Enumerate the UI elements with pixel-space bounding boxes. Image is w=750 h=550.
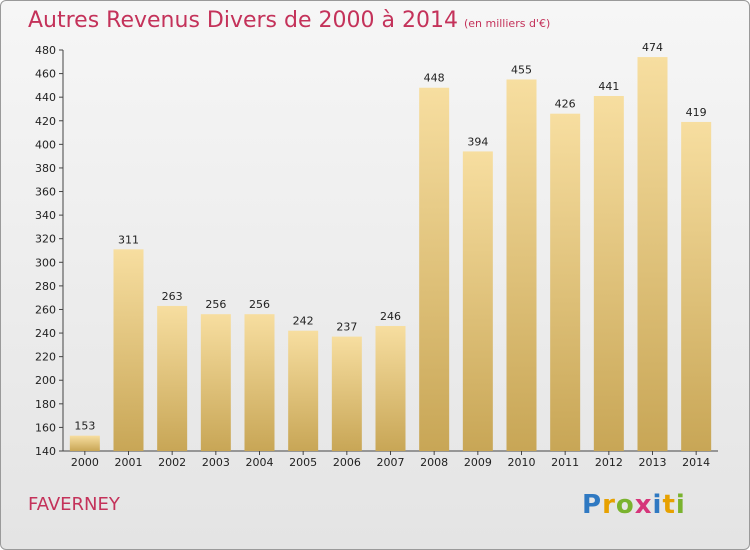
x-tick-label-2011: 2011 [551, 456, 579, 469]
y-tick-label: 440 [35, 91, 56, 104]
x-tick-label-2014: 2014 [682, 456, 710, 469]
proxiti-logo: Proxiti [582, 490, 686, 520]
bar-2003 [200, 314, 231, 451]
x-tick-label-2004: 2004 [246, 456, 274, 469]
x-tick-label-2000: 2000 [71, 456, 99, 469]
y-tick-label: 160 [35, 421, 56, 434]
chart-title: Autres Revenus Divers de 2000 à 2014 (en … [28, 8, 550, 33]
y-tick-label: 300 [35, 256, 56, 269]
y-tick-label: 220 [35, 351, 56, 364]
y-tick-label: 240 [35, 327, 56, 340]
y-tick-label: 460 [35, 68, 56, 81]
value-label-2011: 426 [555, 98, 576, 111]
value-label-2001: 311 [118, 233, 139, 246]
x-tick-label-2010: 2010 [508, 456, 536, 469]
y-tick-label: 480 [35, 44, 56, 57]
logo-letter: t [662, 490, 676, 520]
value-label-2010: 455 [511, 63, 532, 76]
x-tick-label-2013: 2013 [639, 456, 667, 469]
y-tick-label: 380 [35, 162, 56, 175]
value-label-2003: 256 [205, 298, 226, 311]
y-tick-label: 260 [35, 303, 56, 316]
logo-letter: o [615, 490, 635, 520]
y-tick-label: 400 [35, 138, 56, 151]
x-tick-label-2005: 2005 [289, 456, 317, 469]
bar-2006 [331, 336, 362, 451]
y-tick-label: 180 [35, 398, 56, 411]
x-tick-label-2002: 2002 [158, 456, 186, 469]
value-label-2013: 474 [642, 41, 663, 54]
logo-letter: r [602, 490, 616, 520]
bar-2010 [506, 79, 537, 451]
x-tick-label-2007: 2007 [377, 456, 405, 469]
y-tick-label: 340 [35, 209, 56, 222]
value-label-2008: 448 [424, 72, 445, 85]
value-label-2007: 246 [380, 310, 401, 323]
bar-2008 [419, 87, 450, 451]
value-label-2005: 242 [293, 315, 314, 328]
bar-2009 [462, 151, 493, 451]
y-tick-label: 200 [35, 374, 56, 387]
bar-2014 [681, 121, 712, 451]
y-tick-label: 360 [35, 186, 56, 199]
value-label-2000: 153 [74, 420, 95, 433]
value-label-2014: 419 [686, 106, 707, 119]
place-name: FAVERNEY [28, 494, 120, 515]
x-tick-label-2012: 2012 [595, 456, 623, 469]
x-tick-label-2008: 2008 [420, 456, 448, 469]
logo-letter: P [582, 490, 603, 520]
logo-letter: i [675, 490, 686, 520]
bar-2004 [244, 314, 275, 451]
value-label-2002: 263 [162, 290, 183, 303]
value-label-2006: 237 [336, 321, 357, 334]
y-tick-label: 140 [35, 445, 56, 458]
bar-2005 [288, 330, 319, 451]
bar-2000 [69, 435, 100, 451]
y-tick-label: 420 [35, 115, 56, 128]
bar-2002 [157, 305, 188, 451]
value-label-2009: 394 [467, 135, 488, 148]
bar-2013 [637, 57, 668, 451]
bar-2011 [550, 113, 581, 451]
bar-2001 [113, 249, 144, 451]
x-tick-label-2001: 2001 [115, 456, 143, 469]
value-label-2012: 441 [598, 80, 619, 93]
bar-2007 [375, 325, 406, 451]
x-tick-label-2003: 2003 [202, 456, 230, 469]
x-tick-label-2009: 2009 [464, 456, 492, 469]
chart-unit: (en milliers d'€) [463, 17, 551, 30]
y-tick-label: 320 [35, 233, 56, 246]
x-tick-label-2006: 2006 [333, 456, 361, 469]
logo-letter: i [652, 490, 663, 520]
logo-letter: x [634, 490, 653, 520]
bar-2012 [593, 95, 624, 451]
value-label-2004: 256 [249, 298, 270, 311]
y-tick-label: 280 [35, 280, 56, 293]
chart-title-text: Autres Revenus Divers de 2000 à 2014 [28, 8, 458, 33]
